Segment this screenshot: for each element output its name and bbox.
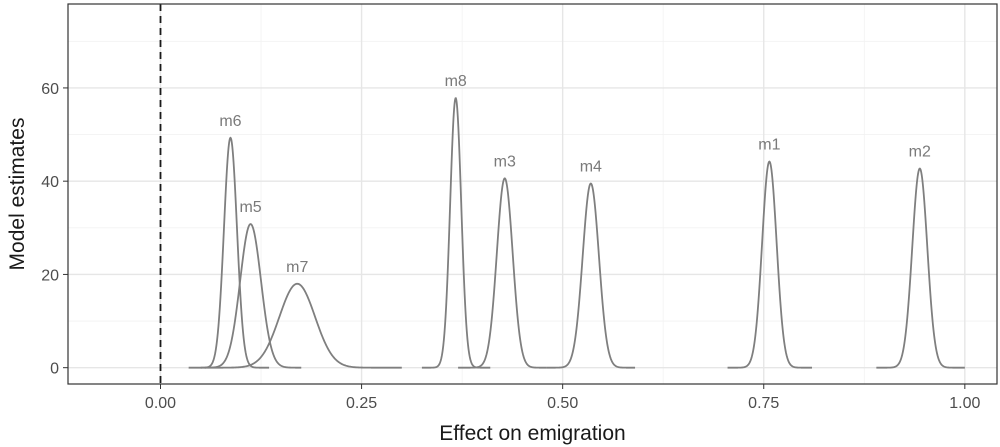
density-curve-m8 bbox=[421, 97, 491, 369]
curve-label-m7: m7 bbox=[286, 259, 308, 276]
curve-label-m6: m6 bbox=[219, 113, 241, 130]
y-tick-label: 20 bbox=[41, 267, 59, 284]
x-tick-label: 0.00 bbox=[145, 395, 176, 412]
plot-panel bbox=[67, 3, 998, 385]
x-tick-label: 1.00 bbox=[949, 395, 980, 412]
curve-label-m1: m1 bbox=[758, 137, 780, 154]
x-axis-title: Effect on emigration bbox=[439, 422, 625, 445]
curve-label-m4: m4 bbox=[580, 159, 602, 176]
density-curve-m7 bbox=[204, 282, 402, 369]
x-tick-label: 0.25 bbox=[346, 395, 377, 412]
density-curve-m1 bbox=[727, 160, 812, 369]
curve-label-m3: m3 bbox=[494, 153, 516, 170]
density-curve-m6 bbox=[188, 136, 270, 369]
grid bbox=[68, 4, 997, 384]
y-tick-label: 0 bbox=[50, 361, 59, 378]
curve-label-m5: m5 bbox=[239, 199, 261, 216]
x-tick-label: 0.75 bbox=[748, 395, 779, 412]
density-curve-m5 bbox=[200, 223, 302, 369]
x-tick-label: 0.50 bbox=[547, 395, 578, 412]
y-tick-label: 40 bbox=[41, 174, 59, 191]
curve-label-m8: m8 bbox=[445, 73, 467, 90]
curve-label-m2: m2 bbox=[909, 144, 931, 161]
x-axis: 0.00 0.25 0.50 0.75 1.00 bbox=[145, 384, 980, 412]
curve-labels: m1 m2 m3 m4 m5 m6 m7 m8 bbox=[219, 73, 931, 276]
density-curve-m4 bbox=[546, 182, 636, 369]
density-curve-m3 bbox=[458, 177, 547, 369]
density-curve-m2 bbox=[876, 167, 965, 369]
density-curves bbox=[188, 97, 965, 369]
y-axis-title: Model estimates bbox=[6, 118, 29, 271]
y-tick-label: 60 bbox=[41, 81, 59, 98]
y-axis: 0 20 40 60 bbox=[41, 81, 68, 378]
